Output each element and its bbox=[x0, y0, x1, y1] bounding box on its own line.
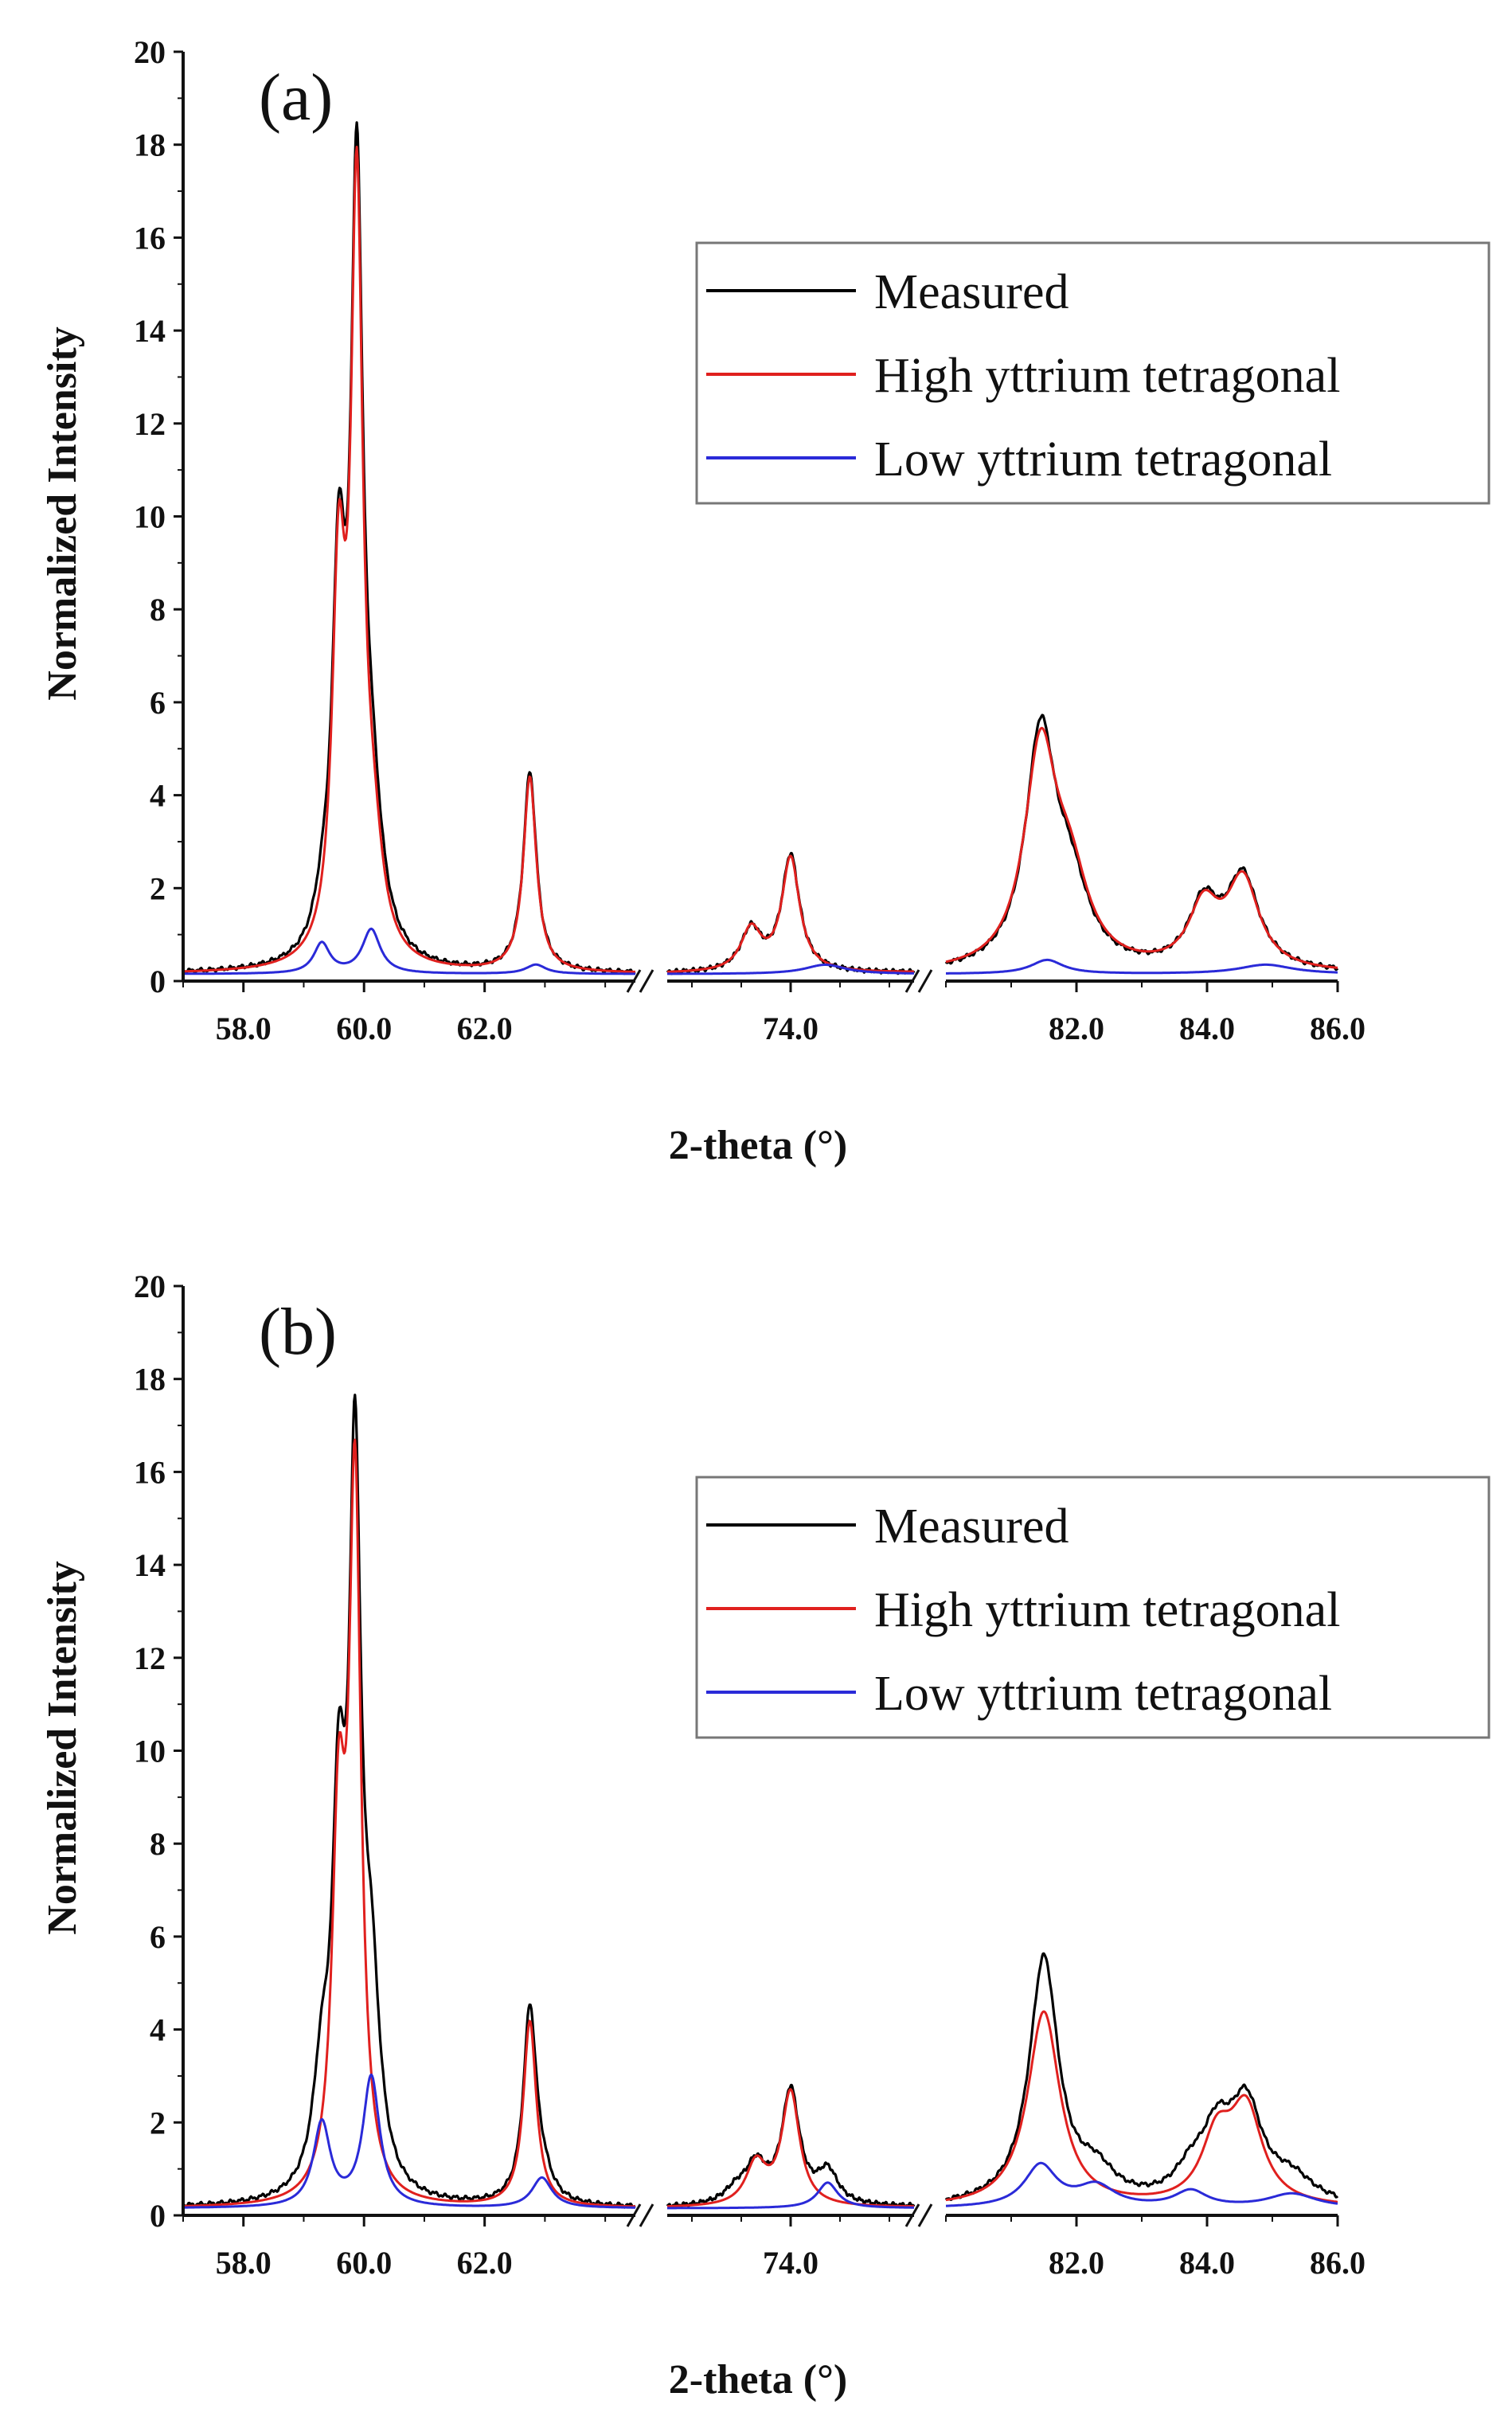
panel-b-legend-low: Low yttrium tetragonal bbox=[874, 1667, 1332, 1721]
panel-a-series-high-yttrium-tetragonal-seg2 bbox=[945, 726, 1338, 969]
panel-a-y-tick-label-12: 12 bbox=[134, 406, 166, 442]
panel-a-y-tick-label-18: 18 bbox=[134, 127, 166, 163]
panel-b-x-tick-label-62.0: 62.0 bbox=[457, 2245, 513, 2281]
panel-b-y-tick-label-12: 12 bbox=[134, 1640, 166, 1676]
panel-b-y-tick-label-8: 8 bbox=[150, 1826, 166, 1862]
panel-b-y-tick-label-10: 10 bbox=[134, 1734, 166, 1769]
panel-b-x-tick-label-60.0: 60.0 bbox=[336, 2245, 392, 2281]
panel-a-y-tick-label-16: 16 bbox=[134, 220, 166, 256]
panel-a-x-axis-title: 2-theta (°) bbox=[669, 1123, 847, 1168]
panel-b: (b) Normalized Intensity 2-theta (°) Mea… bbox=[40, 1295, 1491, 2402]
panel-a: (a) Normalized Intensity 2-theta (°) Mea… bbox=[40, 61, 1491, 1168]
panel-a-axis-break-0-1 bbox=[639, 969, 654, 993]
panel-b-axis-break-0-0 bbox=[626, 2203, 642, 2227]
panel-b-series-measured-seg2 bbox=[944, 1952, 1339, 2201]
panel-b-x-tick-label-74.0: 74.0 bbox=[763, 2245, 819, 2281]
panel-a-y-tick-label-6: 6 bbox=[150, 685, 166, 721]
panel-b-axis-break-0-1 bbox=[639, 2203, 654, 2227]
panel-a-axis-break-1-1 bbox=[917, 969, 933, 993]
panel-a-series-low-yttrium-tetragonal-seg2 bbox=[945, 958, 1338, 975]
panel-a-x-tick-label-60.0: 60.0 bbox=[336, 1011, 392, 1046]
panel-b-series-low-yttrium-tetragonal-seg0 bbox=[182, 2073, 636, 2209]
panel-a-series-low-yttrium-tetragonal-seg1 bbox=[666, 964, 915, 975]
panel-b-legend-high: High yttrium tetragonal bbox=[874, 1583, 1340, 1637]
panel-b-series-high-yttrium-tetragonal-seg2 bbox=[945, 2010, 1338, 2203]
panel-b-label: (b) bbox=[259, 1295, 337, 1369]
panel-a-x-tick-label-86.0: 86.0 bbox=[1310, 1011, 1365, 1046]
panel-b-x-axis-title: 2-theta (°) bbox=[669, 2357, 847, 2402]
panel-b-series-measured-seg1 bbox=[666, 2083, 916, 2209]
panel-a-y-tick-label-14: 14 bbox=[134, 313, 166, 349]
panel-b-y-tick-label-14: 14 bbox=[134, 1547, 166, 1583]
panel-a-y-tick-label-10: 10 bbox=[134, 499, 166, 535]
panel-b-x-tick-label-82.0: 82.0 bbox=[1049, 2245, 1104, 2281]
panel-a-x-tick-label-74.0: 74.0 bbox=[763, 1011, 819, 1046]
panel-b-axis-break-1-0 bbox=[904, 2203, 920, 2227]
panel-a-legend-low: Low yttrium tetragonal bbox=[874, 432, 1332, 487]
panel-b-x-tick-label-86.0: 86.0 bbox=[1310, 2245, 1365, 2281]
panel-a-axis-break-1-0 bbox=[904, 969, 920, 993]
panel-b-legend: Measured High yttrium tetragonal Low ytt… bbox=[695, 1476, 1491, 1739]
panel-b-y-tick-label-18: 18 bbox=[134, 1362, 166, 1398]
panel-a-legend: Measured High yttrium tetragonal Low ytt… bbox=[695, 241, 1491, 505]
panel-a-series-low-yttrium-tetragonal-seg0 bbox=[182, 927, 636, 975]
panel-b-series-high-yttrium-tetragonal-seg0 bbox=[182, 1438, 636, 2208]
panel-b-series-low-yttrium-tetragonal-seg1 bbox=[666, 2181, 915, 2210]
panel-a-plot: 0 2 4 6 8 10 12 14 16 18 20 58.0 60.0 62.0 74.0 82.0 84.… bbox=[134, 34, 1365, 1046]
panel-a-series-high-yttrium-tetragonal-seg1 bbox=[666, 854, 915, 973]
panel-a-x-tick-label-62.0: 62.0 bbox=[457, 1011, 513, 1046]
panel-a-y-tick-label-2: 2 bbox=[150, 870, 166, 906]
panel-a-legend-measured: Measured bbox=[874, 265, 1069, 319]
panel-b-y-axis-title: Normalized Intensity bbox=[40, 1561, 85, 1934]
panel-a-x-tick-label-84.0: 84.0 bbox=[1179, 1011, 1235, 1046]
panel-b-series-measured-seg0 bbox=[182, 1394, 636, 2209]
panel-b-y-tick-label-4: 4 bbox=[150, 2012, 166, 2048]
panel-a-x-tick-label-58.0: 58.0 bbox=[216, 1011, 272, 1046]
panel-b-x-tick-label-84.0: 84.0 bbox=[1179, 2245, 1235, 2281]
panel-b-y-tick-label-2: 2 bbox=[150, 2105, 166, 2141]
panel-b-x-tick-label-58.0: 58.0 bbox=[216, 2245, 272, 2281]
panel-a-y-tick-label-20: 20 bbox=[134, 34, 166, 70]
panel-a-legend-high: High yttrium tetragonal bbox=[874, 349, 1340, 403]
panel-a-y-tick-label-4: 4 bbox=[150, 778, 166, 814]
panel-a-y-axis-title: Normalized Intensity bbox=[40, 326, 85, 700]
panel-a-label: (a) bbox=[259, 61, 333, 135]
panel-b-legend-measured: Measured bbox=[874, 1499, 1069, 1554]
panel-a-series-high-yttrium-tetragonal-seg0 bbox=[182, 146, 636, 973]
panel-a-axis-break-0-0 bbox=[626, 969, 642, 993]
panel-b-series-low-yttrium-tetragonal-seg2 bbox=[945, 2161, 1338, 2207]
panel-b-y-tick-label-6: 6 bbox=[150, 1919, 166, 1955]
panel-b-y-tick-label-16: 16 bbox=[134, 1454, 166, 1490]
panel-a-y-tick-label-0: 0 bbox=[150, 964, 166, 999]
panel-a-x-tick-label-82.0: 82.0 bbox=[1049, 1011, 1104, 1046]
panel-b-y-tick-label-0: 0 bbox=[150, 2198, 166, 2234]
panel-a-y-tick-label-8: 8 bbox=[150, 592, 166, 628]
panel-b-axis-break-1-1 bbox=[917, 2203, 933, 2227]
panel-b-y-tick-label-20: 20 bbox=[134, 1269, 166, 1304]
panel-b-plot: 0 2 4 6 8 10 12 14 16 18 20 58.0 60.0 62.0 74.0 82.0 84.… bbox=[134, 1269, 1365, 2281]
